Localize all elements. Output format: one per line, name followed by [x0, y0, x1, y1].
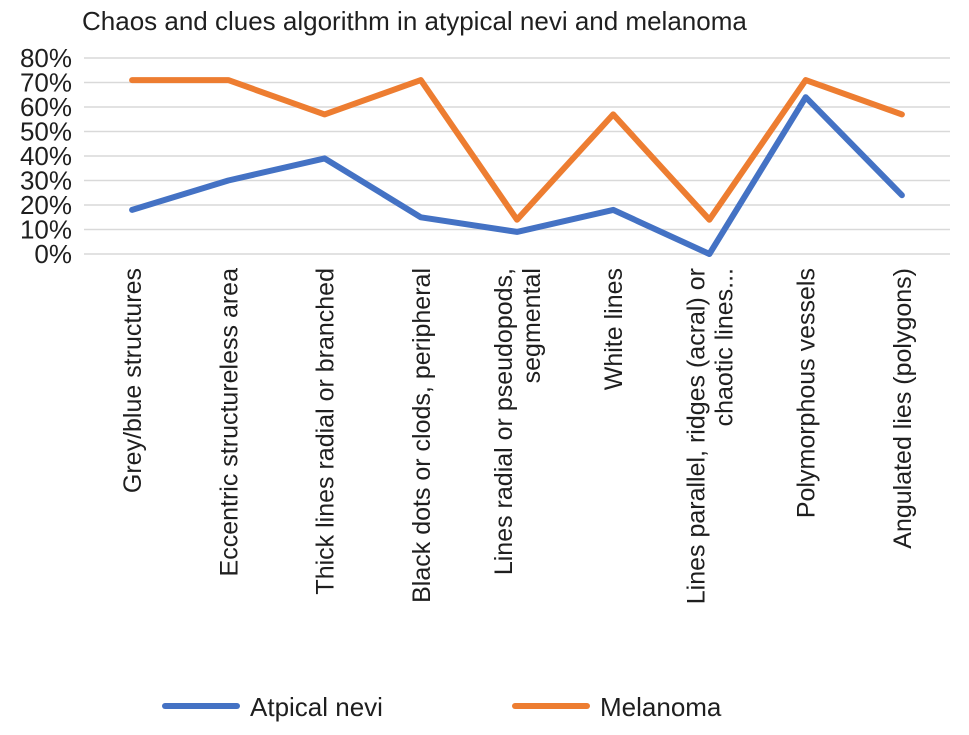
x-tick-label-line: Lines radial or pseudopods,: [490, 268, 518, 575]
x-tick-label: Lines parallel, ridges (acral) or chaotic…: [682, 268, 738, 604]
y-tick-label: 0%: [34, 239, 72, 269]
legend-label: Melanoma: [600, 692, 722, 722]
y-tick-label: 20%: [20, 190, 72, 220]
x-tick-label-line: Grey/blue structures: [119, 268, 147, 493]
x-axis-tick-labels: Grey/blue structures Eccentric structurel…: [119, 268, 917, 604]
x-tick-label: Thick lines radial or branched: [312, 268, 340, 595]
x-tick-label-line: White lines: [600, 268, 628, 390]
x-tick-label: Polymorphous vessels: [793, 268, 821, 518]
y-tick-label: 60%: [20, 92, 72, 122]
x-tick-label: Eccentric structureless area: [215, 268, 243, 577]
y-tick-label: 50%: [20, 117, 72, 147]
x-tick-label-line: Lines parallel, ridges (acral) or: [682, 268, 710, 604]
x-tick-label: Lines radial or pseudopods, segmental: [490, 268, 546, 575]
chart-title: Chaos and clues algorithm in atypical ne…: [82, 6, 747, 36]
series-line-melanoma: [129, 77, 905, 223]
legend: Atpical nevi Melanoma: [162, 692, 722, 722]
legend-label: Atpical nevi: [250, 692, 383, 722]
x-tick-label: White lines: [600, 268, 628, 390]
y-tick-label: 70%: [20, 68, 72, 98]
series-line-atpical-nevi: [129, 94, 905, 257]
x-tick-label-line: chaotic lines...: [710, 268, 738, 426]
x-tick-label: Black dots or clods, peripheral: [408, 268, 436, 603]
y-tick-label: 10%: [20, 215, 72, 245]
series-lines: [129, 77, 905, 257]
y-axis-tick-labels: 0%10%20%30%40%50%60%70%80%: [20, 43, 72, 269]
y-tick-label: 80%: [20, 43, 72, 73]
x-tick-label-line: Eccentric structureless area: [215, 268, 243, 577]
y-tick-label: 30%: [20, 166, 72, 196]
x-tick-label-line: segmental: [518, 268, 546, 383]
y-tick-label: 40%: [20, 141, 72, 171]
x-tick-label: Angulated lies (polygons): [889, 268, 917, 549]
x-tick-label-line: Thick lines radial or branched: [312, 268, 340, 595]
x-tick-label-line: Angulated lies (polygons): [889, 268, 917, 549]
x-tick-label-line: Black dots or clods, peripheral: [408, 268, 436, 603]
x-tick-label: Grey/blue structures: [119, 268, 147, 493]
x-tick-label-line: Polymorphous vessels: [793, 268, 821, 518]
